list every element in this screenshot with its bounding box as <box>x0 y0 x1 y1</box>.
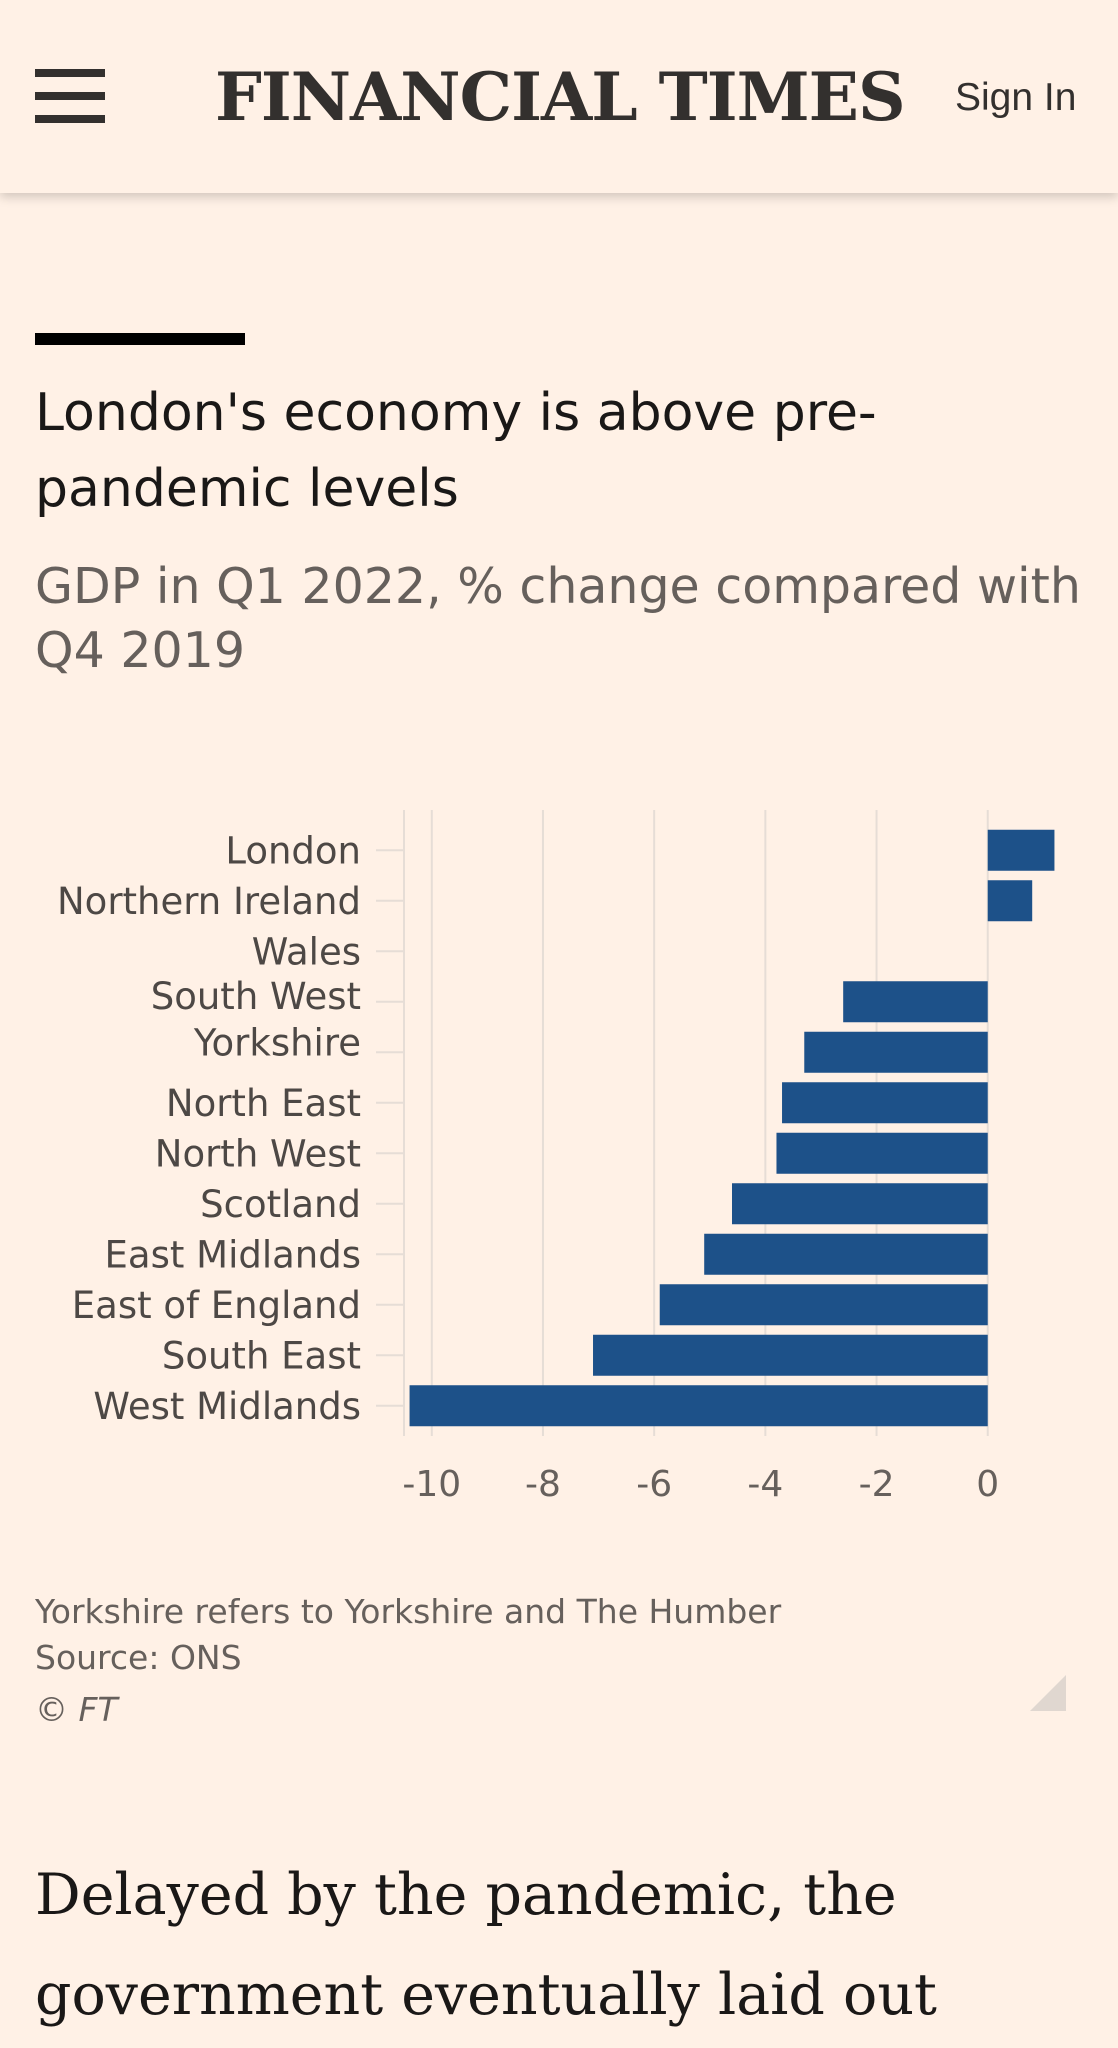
category-label: Northern Ireland <box>57 880 361 923</box>
category-label: Wales <box>252 930 361 973</box>
chart-source: Source: ONS <box>35 1638 242 1677</box>
x-tick-label: -2 <box>859 1464 895 1505</box>
bar-east-of-england <box>659 1284 988 1326</box>
bar-yorkshire <box>804 1031 988 1073</box>
x-tick-label: -6 <box>636 1464 672 1505</box>
category-label: South East <box>162 1334 361 1377</box>
bar-london <box>987 829 1055 871</box>
x-tick-label: 0 <box>976 1464 999 1505</box>
bar-north-east <box>782 1082 988 1124</box>
category-label: Scotland <box>200 1183 361 1226</box>
x-tick-label: -8 <box>525 1464 561 1505</box>
bar-south-east <box>593 1334 988 1376</box>
bar-west-midlands <box>409 1385 988 1427</box>
hamburger-menu-icon[interactable] <box>35 69 105 123</box>
chart-note: Yorkshire refers to Yorkshire and The Hu… <box>35 1592 782 1631</box>
menu-bar <box>35 115 105 123</box>
category-label: South West <box>151 975 361 1018</box>
bar-northern-ireland <box>987 880 1033 922</box>
bar-east-midlands <box>704 1233 988 1275</box>
bar-south-west <box>843 981 988 1023</box>
category-label: North East <box>166 1082 361 1125</box>
chart-subtitle: GDP in Q1 2022, % change compared with Q… <box>35 558 1081 679</box>
expand-corner-icon[interactable] <box>1030 1675 1066 1711</box>
category-label: North West <box>155 1132 361 1175</box>
bar-scotland <box>732 1183 988 1225</box>
site-header: FINANCIAL TIMES Sign In <box>0 0 1118 193</box>
chart-top-rule <box>35 333 245 345</box>
category-label: East of England <box>72 1284 361 1327</box>
article-lead-paragraph: Delayed by the pandemic, the government … <box>35 1862 937 2028</box>
chart-copyright: © FT <box>35 1690 118 1729</box>
x-tick-label: -4 <box>747 1464 783 1505</box>
category-label: London <box>225 829 361 872</box>
bar-north-west <box>776 1132 988 1174</box>
category-label: West Midlands <box>93 1385 361 1428</box>
menu-bar <box>35 92 105 100</box>
chart-title: London's economy is above pre-pandemic l… <box>35 383 877 519</box>
category-label: East Midlands <box>105 1233 361 1276</box>
masthead-logo[interactable]: FINANCIAL TIMES <box>215 58 906 136</box>
menu-bar <box>35 69 105 77</box>
x-tick-label: -10 <box>402 1464 461 1505</box>
sign-in-link[interactable]: Sign In <box>955 76 1077 119</box>
category-label: Yorkshire <box>193 1021 361 1064</box>
